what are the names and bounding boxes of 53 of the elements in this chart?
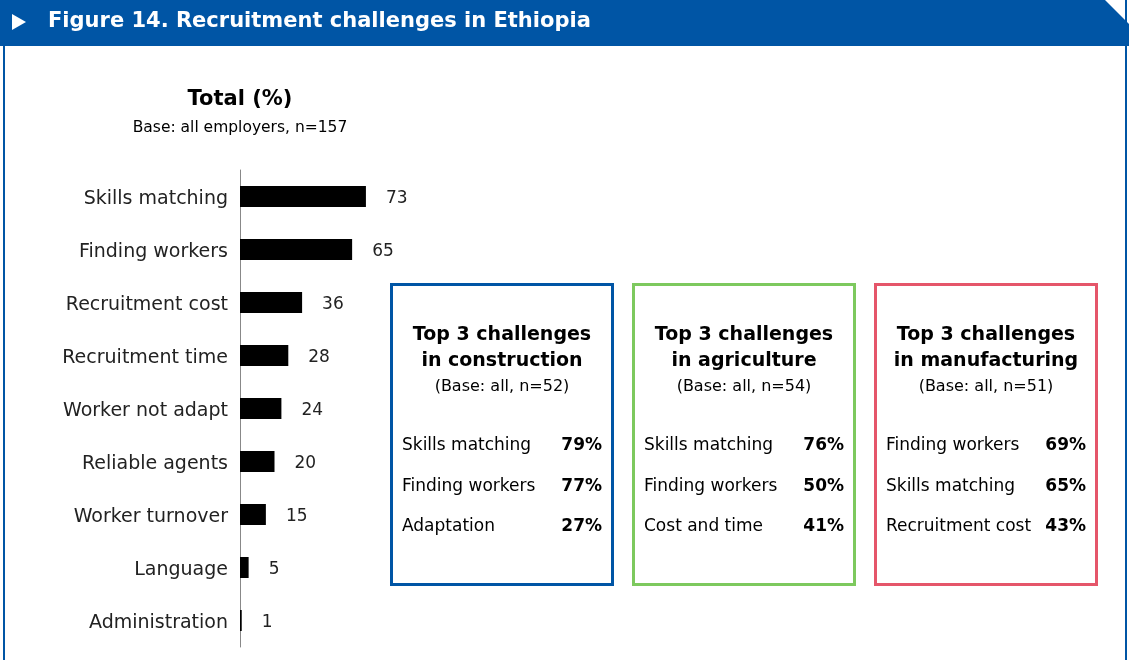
y-tick-label: Worker not adapt: [63, 397, 228, 420]
bar: [240, 504, 266, 525]
category-label: Recruitment cost: [886, 515, 1032, 535]
data-label: 20: [294, 451, 317, 472]
y-tick-label: Administration: [88, 609, 228, 632]
y-tick-label: Finding workers: [78, 238, 228, 261]
text: 43%: [1045, 515, 1086, 535]
text: 50%: [803, 474, 844, 495]
category-label: Cost and time: [644, 515, 763, 535]
text: 65%: [1045, 474, 1086, 495]
text: 77%: [561, 474, 602, 495]
bar: [240, 451, 275, 472]
category-label: Adaptation: [402, 515, 495, 535]
text: 41%: [803, 515, 844, 535]
text: Top 3 challenges in manufacturing: [892, 321, 1080, 372]
text: 76%: [803, 434, 844, 454]
text: (Base: all, n=52): [433, 376, 571, 395]
category-label: Skills matching: [644, 434, 774, 454]
text: Base: all employers, n=157: [131, 118, 349, 136]
data-label: 65: [372, 239, 394, 260]
category-label: Finding workers: [644, 474, 778, 495]
y-tick-label: Language: [134, 556, 228, 579]
bar: [240, 345, 289, 366]
data-label: 24: [301, 398, 324, 419]
bar: [240, 239, 353, 260]
text: 27%: [561, 515, 602, 535]
category-label: Skills matching: [402, 434, 532, 454]
y-tick-label: Recruitment time: [62, 344, 228, 367]
text: (Base: all, n=51): [917, 376, 1055, 395]
data-label: 36: [322, 292, 344, 313]
y-tick-label: Skills matching: [83, 185, 228, 208]
data-label: 5: [268, 557, 280, 578]
category-label: Finding workers: [886, 434, 1020, 454]
chart-subtitle: Total (%): [186, 86, 294, 110]
data-label: 73: [385, 186, 408, 207]
text: (Base: all, n=54): [675, 376, 813, 395]
bar: [240, 398, 282, 419]
y-tick-label: Worker turnover: [73, 503, 229, 526]
bar: [240, 557, 249, 578]
data-label: 15: [285, 504, 308, 525]
category-label: Finding workers: [402, 474, 536, 495]
chart-title: Figure 14. Recruitment challenges in Ethiopia: [48, 8, 591, 32]
data-label: 28: [308, 345, 330, 366]
text: Top 3 challenges in agriculture: [653, 321, 835, 372]
text: Top 3 challenges in construction: [411, 321, 593, 372]
bar: [240, 292, 303, 313]
y-tick-label: Recruitment cost: [65, 291, 228, 314]
data-label: 1: [261, 610, 273, 631]
text: 69%: [1045, 434, 1086, 454]
y-tick-label: Reliable agents: [81, 450, 228, 473]
bar: [240, 186, 366, 207]
text: 79%: [561, 434, 602, 454]
category-label: Skills matching: [886, 474, 1016, 495]
